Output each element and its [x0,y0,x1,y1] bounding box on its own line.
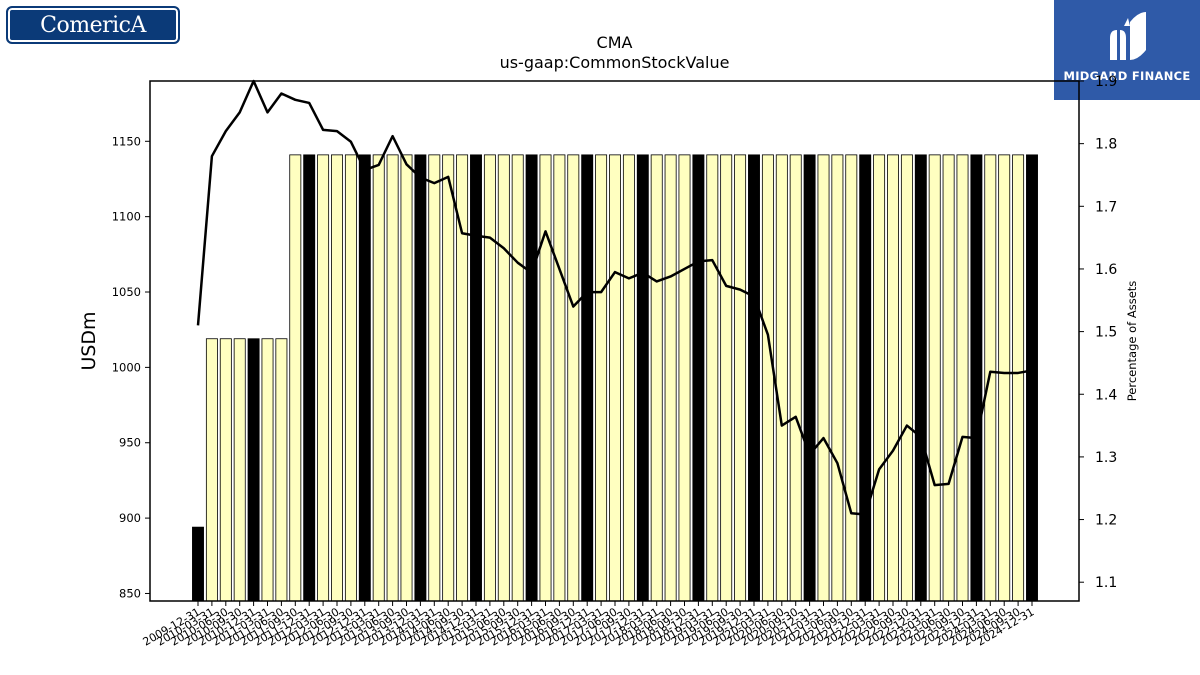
bar-2010-12-31 [247,338,260,602]
bar-2012-06-30 [331,154,343,602]
bar-2022-12-31 [914,154,927,602]
bar-2012-09-30 [344,154,357,602]
bar-2020-12-31 [803,154,816,602]
y2-tick-label: 1.1 [1095,575,1117,591]
y2-axis-label: Percentage of Assets [1125,281,1139,402]
bar-2020-06-30 [775,154,788,602]
bar-2021-09-30 [845,154,858,602]
bar-2017-06-30 [609,154,621,602]
bar-2019-03-31 [706,154,719,602]
bar-2022-09-30 [900,154,913,602]
y-tick-label: 1000 [112,360,141,374]
y-tick-label: 850 [119,586,141,600]
bar-2024-12-31 [1026,154,1038,602]
comerica-logo-text: ComericA [40,12,146,38]
midgard-logo-mark-icon [1110,12,1146,60]
bar-2018-03-31 [650,154,663,602]
right-y-axis: 1.1 1.2 1.3 1.4 1.5 1.6 1.7 1.8 1.9 [1079,74,1117,591]
y2-tick-label: 1.3 [1095,450,1117,466]
bar-2020-03-31 [761,154,774,602]
midgard-logo-text: MIDGARD FINANCE [1063,69,1191,83]
y-axis-label: USDm [78,311,100,370]
bar-2024-06-30 [998,154,1011,602]
bar-2021-03-31 [817,154,830,602]
bar-2013-03-31 [372,154,385,602]
bar-2011-12-31 [303,154,316,602]
bar-2019-12-31 [748,154,760,602]
y2-tick-label: 1.7 [1095,199,1117,215]
x-axis: 2009-12-312010-03-312010-06-302010-09-30… [141,601,1037,649]
y2-tick-label: 1.9 [1095,74,1117,90]
bar-2017-09-30 [622,154,635,602]
bar-2014-06-30 [442,154,455,602]
bar-2021-06-30 [831,154,844,602]
y-tick-label: 1050 [112,285,141,299]
y-tick-label: 1100 [112,210,141,224]
percentage-of-assets-line [196,79,1033,516]
bar-2011-03-31 [261,338,274,602]
bar-2016-03-31 [539,154,552,602]
bar-2019-09-30 [734,154,747,602]
chart-subtitle: us-gaap:CommonStockValue [500,53,730,72]
y2-tick-label: 1.4 [1095,387,1117,403]
midgard-finance-logo: MIDGARD FINANCE [1054,0,1200,100]
y2-tick-label: 1.6 [1095,262,1117,278]
bar-2016-09-30 [567,154,580,602]
bar-2011-06-30 [275,338,288,602]
y-tick-label: 900 [119,511,141,525]
bar-2015-09-30 [511,154,524,602]
y-tick-label: 1150 [112,134,141,148]
bar-2010-06-30 [219,338,232,602]
bar-2014-12-31 [470,154,482,602]
bar-2022-06-30 [887,154,899,602]
left-y-axis: 850 900 950 1000 1050 1100 1150 [112,134,150,600]
bar-2015-12-31 [525,154,538,602]
bar-2018-12-31 [692,154,705,602]
bar-2021-12-31 [859,154,872,602]
y2-tick-label: 1.8 [1095,137,1117,153]
bar-2017-12-31 [636,154,649,602]
bar-2016-06-30 [553,154,566,602]
bar-2015-06-30 [497,154,510,602]
y2-tick-label: 1.2 [1095,513,1117,529]
bar-2016-12-31 [581,154,594,602]
bar-2013-12-31 [414,154,427,602]
chart-title: CMA [597,33,633,52]
bar-2009-12-31 [192,526,204,602]
bar-2020-09-30 [789,154,802,602]
bar-2015-03-31 [483,154,496,602]
y2-tick-label: 1.5 [1095,325,1117,341]
bar-2012-12-31 [358,154,371,602]
bar-2011-09-30 [289,154,302,602]
bar-2010-03-31 [205,338,218,602]
bar-2010-09-30 [233,338,246,602]
bar-2018-06-30 [664,154,677,602]
bar-2024-09-30 [1012,154,1025,602]
y-tick-label: 950 [119,436,141,450]
comerica-logo: ComericA [6,6,180,44]
bar-2024-03-31 [984,154,997,602]
bar-2023-12-31 [970,154,983,602]
bar-2013-09-30 [400,154,413,602]
bar-2023-03-31 [928,154,941,602]
bar-2017-03-31 [595,154,608,602]
bar-2019-06-30 [720,154,733,602]
bar-2023-09-30 [956,154,969,602]
bar-series [192,154,1038,602]
bar-2023-06-30 [942,154,955,602]
bar-2018-09-30 [678,154,691,602]
bar-2012-03-31 [317,154,330,602]
bar-2013-06-30 [386,154,399,602]
bar-2014-03-31 [428,154,441,602]
bar-2022-03-31 [873,154,886,602]
